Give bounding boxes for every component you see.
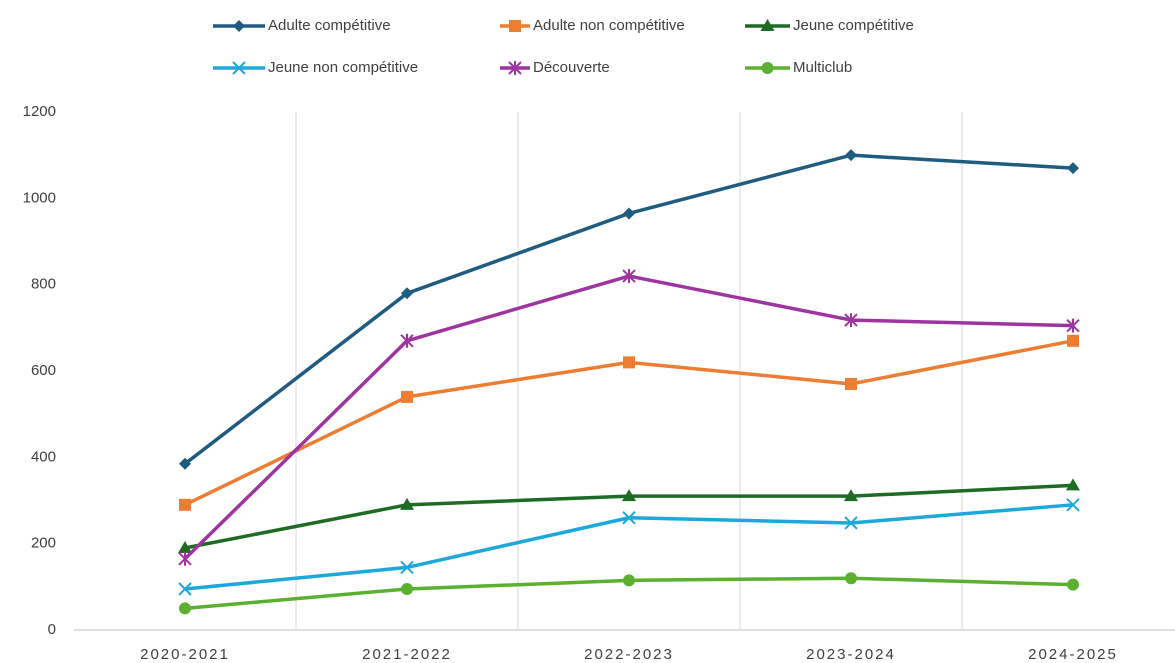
marker — [178, 582, 192, 596]
marker — [178, 540, 192, 553]
marker — [401, 390, 413, 403]
legend-label: Adulte non compétitive — [533, 17, 685, 34]
marker — [400, 560, 414, 575]
legend-label: Jeune non compétitive — [268, 59, 418, 76]
x-tick-label: 2024-2025 — [1028, 646, 1118, 663]
marker — [845, 572, 857, 585]
marker — [1067, 578, 1079, 591]
legend-label: Jeune compétitive — [793, 17, 914, 34]
marker — [1066, 478, 1080, 491]
marker — [844, 313, 858, 328]
marker — [622, 511, 636, 525]
marker — [844, 489, 858, 502]
marker — [400, 333, 414, 348]
x-tick-label: 2020-2021 — [140, 646, 230, 663]
marker — [845, 149, 857, 162]
marker — [179, 602, 191, 615]
marker — [1067, 334, 1079, 347]
marker — [1066, 498, 1080, 512]
legend-label: Découverte — [533, 59, 610, 76]
y-tick-label: 400 — [31, 448, 56, 465]
marker — [623, 207, 635, 220]
marker — [178, 551, 192, 566]
marker — [179, 498, 191, 511]
data-line — [183, 153, 1074, 466]
y-tick-label: 200 — [31, 535, 56, 552]
marker — [508, 61, 522, 75]
y-tick-label: 1200 — [23, 103, 56, 120]
x-tick-label: 2023-2024 — [806, 646, 896, 663]
marker — [845, 377, 857, 390]
marker — [401, 582, 413, 595]
legend-item: Adulte non compétitive — [500, 17, 685, 34]
marker — [1066, 318, 1080, 333]
legend-label: Adulte compétitive — [268, 17, 391, 34]
y-tick-label: 800 — [31, 276, 56, 293]
marker — [622, 489, 636, 502]
marker — [233, 20, 245, 32]
y-tick-label: 1000 — [23, 189, 56, 206]
marker — [623, 356, 635, 369]
marker — [179, 457, 191, 470]
marker — [844, 516, 858, 530]
legend-item: Multiclub — [745, 59, 852, 76]
x-tick-label: 2022-2023 — [584, 646, 674, 663]
marker — [232, 61, 246, 75]
marker — [401, 287, 413, 300]
x-tick-label: 2021-2022 — [362, 646, 452, 663]
marker — [623, 574, 635, 587]
y-tick-label: 600 — [31, 362, 56, 379]
marker — [1067, 162, 1079, 175]
y-tick-label: 0 — [48, 621, 56, 638]
marker — [761, 62, 774, 74]
legend-label: Multiclub — [793, 59, 852, 76]
marker — [622, 269, 636, 284]
marker — [400, 497, 414, 510]
marker — [509, 20, 521, 32]
marker — [760, 19, 775, 31]
